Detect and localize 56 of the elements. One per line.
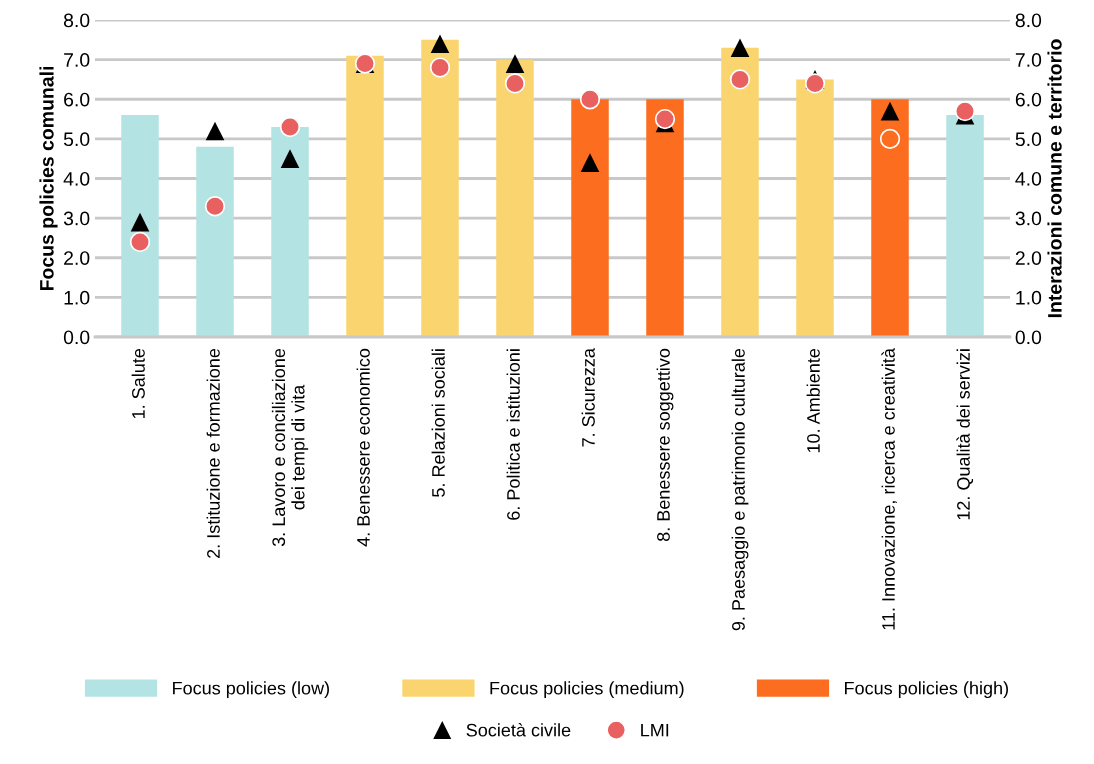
y-tick-label: 4.0 bbox=[63, 171, 90, 186]
y-tick-label: 6.0 bbox=[64, 92, 90, 107]
y2-tick-label: 6.0 bbox=[1015, 92, 1042, 107]
bar bbox=[571, 99, 609, 337]
bar bbox=[871, 99, 909, 337]
x-tick-label: 7. Sicurezza bbox=[581, 348, 595, 447]
y-tick-label: 5.0 bbox=[63, 132, 90, 147]
y2-tick-label: 3.0 bbox=[1015, 211, 1042, 226]
legend-label: Focus policies (medium) bbox=[490, 681, 684, 699]
x-tick-label: 2. Istituzione e formazione bbox=[206, 348, 220, 558]
legend-label: Focus policies (high) bbox=[845, 681, 1008, 699]
point bbox=[430, 34, 450, 54]
point bbox=[205, 121, 225, 141]
bar bbox=[496, 59, 534, 337]
y2-tick-label: 8.0 bbox=[1015, 13, 1042, 28]
x-tick-label: 12. Qualità dei servizi bbox=[956, 349, 974, 520]
y2-tick-label: 2.0 bbox=[1015, 251, 1042, 265]
point bbox=[730, 38, 750, 58]
y-tick-label: 2.0 bbox=[64, 251, 90, 265]
legend-label: LMI bbox=[641, 723, 669, 737]
bar bbox=[721, 47, 759, 337]
y2-axis-title: Interazioni comune e territorio bbox=[1047, 39, 1062, 318]
x-tick-label: 11. Innovazione, ricerca e creatività bbox=[881, 348, 897, 630]
y-tick-label: 7.0 bbox=[64, 53, 90, 67]
y-tick-label: 3.0 bbox=[63, 211, 90, 226]
legend-label: Focus policies (low) bbox=[173, 681, 329, 699]
y-tick-label: 1.0 bbox=[64, 290, 90, 305]
point bbox=[505, 54, 525, 73]
x-tick-label: 1. Salute bbox=[131, 348, 145, 418]
point bbox=[580, 153, 600, 172]
x-tick-label: 9. Paesaggio e patrimonio culturale bbox=[731, 348, 749, 631]
x-tick-label: 3. Lavoro e conciliazione dei tempi di vita bbox=[271, 348, 309, 547]
y2-tick-label: 1.0 bbox=[1016, 290, 1042, 305]
bar bbox=[421, 39, 459, 337]
point bbox=[130, 212, 150, 232]
bar bbox=[271, 126, 309, 337]
bar bbox=[346, 55, 384, 337]
point bbox=[280, 149, 300, 168]
y-tick-label: 0.0 bbox=[63, 330, 90, 345]
y2-tick-label: 7.0 bbox=[1015, 53, 1042, 67]
y2-tick-label: 4.0 bbox=[1015, 171, 1042, 186]
bar bbox=[196, 146, 234, 337]
x-tick-label: 4. Benessere economico bbox=[356, 348, 370, 547]
x-tick-label: 6. Politica e istituzioni bbox=[506, 349, 520, 520]
bar bbox=[946, 115, 984, 337]
y-tick-label: 8.0 bbox=[63, 13, 90, 28]
y-axis-title: Focus policies comunali bbox=[39, 66, 58, 291]
legend-label: Società civile bbox=[466, 723, 571, 737]
x-tick-label: 5. Relazioni sociali bbox=[431, 349, 445, 497]
point bbox=[880, 101, 900, 121]
bar bbox=[121, 115, 159, 337]
x-tick-label: 10. Ambiente bbox=[806, 348, 820, 453]
y2-tick-label: 5.0 bbox=[1015, 132, 1042, 147]
y2-tick-label: 0.0 bbox=[1015, 330, 1042, 345]
x-tick-label: 8. Benessere soggettivo bbox=[656, 348, 674, 542]
bar bbox=[646, 99, 684, 337]
